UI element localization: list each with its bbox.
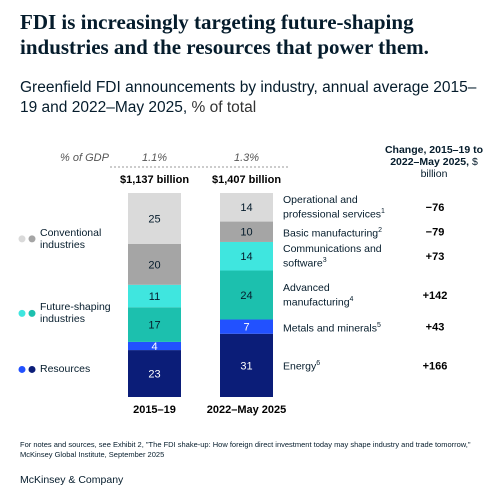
gdp-value: 1.1% bbox=[142, 152, 167, 164]
bar-segment bbox=[220, 319, 273, 334]
series-name: Communications and software bbox=[283, 242, 382, 270]
bar-segment bbox=[128, 350, 181, 397]
series-label: Metals and minerals5 bbox=[283, 319, 395, 334]
segment-label: 7 bbox=[243, 322, 249, 334]
segment-label: 17 bbox=[148, 319, 160, 331]
series-label: Advanced manufacturing4 bbox=[283, 282, 395, 309]
series-label: Energy6 bbox=[283, 358, 395, 373]
title: FDI is increasingly targeting future-sha… bbox=[20, 10, 429, 59]
change-header-text: Change, 2015–19 to 2022–May 2025, bbox=[384, 144, 484, 168]
total-label: $1,137 billion bbox=[120, 174, 189, 186]
segment-label: 4 bbox=[151, 341, 157, 353]
x-tick-label: 2022–May 2025 bbox=[207, 404, 287, 416]
series-footnote-mark: 5 bbox=[376, 321, 381, 329]
segment-label: 25 bbox=[148, 213, 160, 225]
bar-segment bbox=[128, 341, 181, 351]
series-footnote-mark: 2 bbox=[378, 226, 383, 234]
series-name: Metals and minerals bbox=[283, 321, 377, 334]
series-label: Communications and software3 bbox=[283, 243, 395, 270]
change-value: +73 bbox=[426, 251, 445, 263]
bar-segment bbox=[128, 307, 181, 342]
group-label: Resources bbox=[40, 363, 91, 376]
legend-dot bbox=[18, 365, 26, 373]
total-label: $1,407 billion bbox=[212, 174, 281, 186]
series-footnote-mark: 6 bbox=[316, 360, 321, 368]
group-label: Conventional industries bbox=[40, 226, 102, 251]
subtitle-unit: % of total bbox=[191, 99, 257, 116]
legend-dot bbox=[28, 365, 36, 373]
bar-segment bbox=[220, 270, 273, 320]
bar-segment bbox=[220, 193, 273, 222]
x-tick-label: 2015–19 bbox=[133, 404, 176, 416]
gdp-value: 1.3% bbox=[234, 152, 259, 164]
bar-segment bbox=[220, 333, 273, 397]
change-value: +166 bbox=[423, 360, 448, 372]
series-label: Basic manufacturing2 bbox=[283, 225, 395, 240]
bar-segment bbox=[128, 284, 181, 308]
legend-dot bbox=[28, 309, 36, 317]
bar-segment bbox=[220, 221, 273, 242]
segment-label: 14 bbox=[240, 202, 252, 214]
series-name: Energy bbox=[283, 360, 317, 373]
series-label: Operational and professional services1 bbox=[283, 194, 395, 221]
subtitle-text: Greenfield FDI announcements by industry… bbox=[20, 79, 477, 116]
change-value: −79 bbox=[426, 227, 445, 239]
legend-dot bbox=[18, 309, 26, 317]
segment-label: 20 bbox=[148, 259, 160, 271]
brand: McKinsey & Company bbox=[20, 474, 124, 486]
series-footnote-mark: 1 bbox=[381, 208, 385, 216]
change-unit: $ billion bbox=[420, 156, 478, 180]
series-footnote-mark: 3 bbox=[322, 256, 327, 264]
series-name: Operational and professional services bbox=[283, 194, 382, 221]
change-value: +43 bbox=[426, 322, 445, 334]
bar-segment bbox=[128, 244, 181, 285]
segment-label: 11 bbox=[149, 291, 160, 303]
segment-label: 23 bbox=[148, 368, 160, 380]
series-footnote-mark: 4 bbox=[349, 295, 354, 303]
series-name: Basic manufacturing bbox=[283, 227, 379, 239]
change-header: Change, 2015–19 to 2022–May 2025, $ bill… bbox=[378, 144, 490, 180]
segment-label: 24 bbox=[240, 290, 252, 302]
subtitle: Greenfield FDI announcements by industry… bbox=[20, 78, 490, 118]
footnote: For notes and sources, see Exhibit 2, "T… bbox=[20, 440, 471, 459]
group-label: Future-shaping industries bbox=[40, 301, 111, 326]
change-value: +142 bbox=[423, 290, 448, 302]
gdp-label: % of GDP bbox=[60, 152, 110, 164]
segment-label: 31 bbox=[240, 360, 252, 372]
change-value: −76 bbox=[426, 202, 445, 214]
legend-dot bbox=[28, 235, 36, 243]
segment-label: 14 bbox=[240, 251, 252, 263]
bar-segment bbox=[128, 193, 181, 244]
segment-label: 10 bbox=[240, 227, 252, 239]
series-name: Advanced manufacturing bbox=[283, 281, 350, 309]
legend-dot bbox=[18, 235, 26, 243]
bar-segment bbox=[220, 241, 273, 271]
